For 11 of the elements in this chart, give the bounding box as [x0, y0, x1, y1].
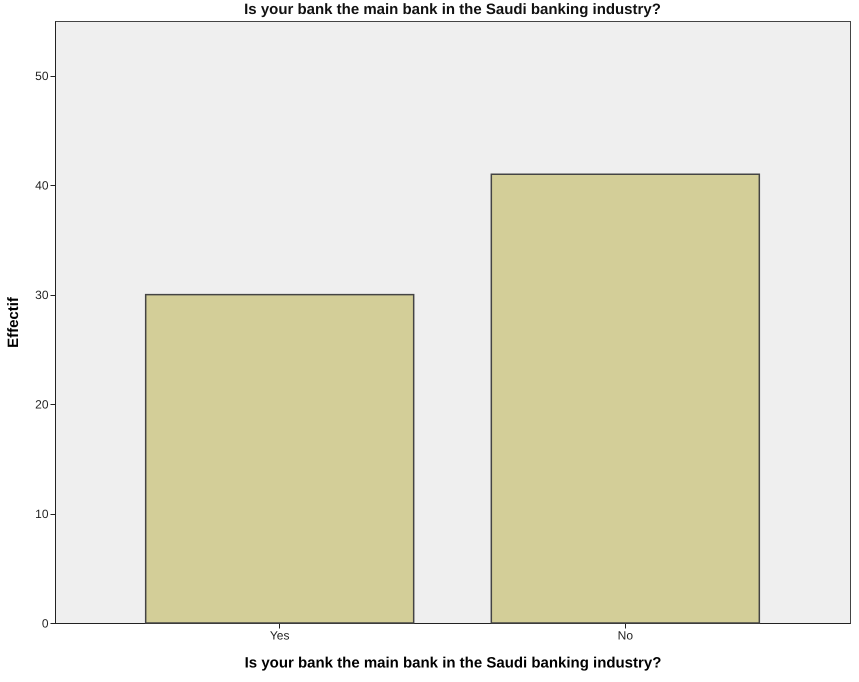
x-tick-label: Yes	[270, 628, 290, 642]
y-tick-label: 20	[35, 398, 49, 412]
x-tick-label: No	[618, 628, 634, 642]
x-axis-title: Is your bank the main bank in the Saudi banking industry?	[244, 654, 662, 672]
y-tick-label: 0	[42, 616, 49, 630]
y-tick-label: 10	[35, 507, 49, 522]
chart-title: Is your bank the main bank in the Saudi banking industry?	[244, 1, 661, 18]
y-axis-title: Effectif	[5, 296, 22, 348]
y-tick-label: 40	[35, 178, 49, 193]
y-tick-label: 50	[35, 69, 49, 84]
y-tick-label: 30	[35, 288, 49, 302]
